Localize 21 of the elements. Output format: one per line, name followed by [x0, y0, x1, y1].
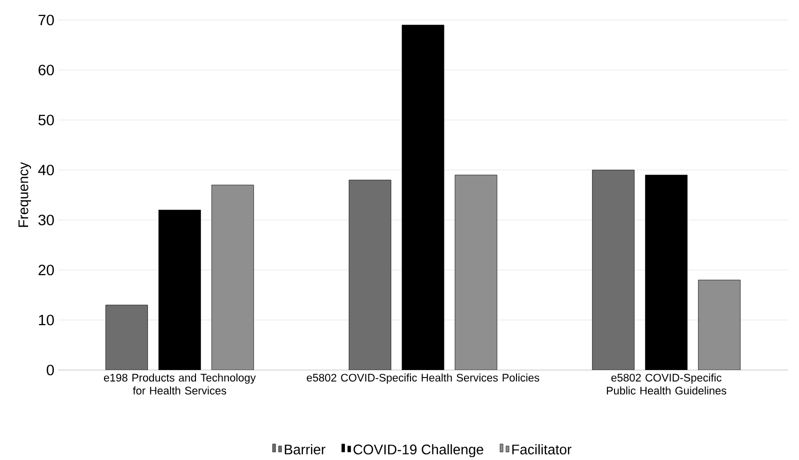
legend-label: COVID-19 Challenge: [354, 444, 484, 458]
legend-label: Barrier: [284, 444, 326, 455]
y-tick-label: 10: [39, 314, 54, 326]
bar: [592, 170, 635, 370]
legend-label: Facilitator: [512, 444, 572, 455]
x-tick-label: e5802 COVID-Specific Health Services Policies: [306, 374, 540, 384]
bar: [698, 280, 741, 370]
y-tick-label: 0: [46, 364, 54, 376]
x-tick-label: e5802 COVID-Specific Public Health Guidelines: [606, 374, 726, 395]
y-tick-label: 30: [38, 214, 54, 226]
bar: [211, 184, 254, 370]
bar: [454, 174, 498, 370]
bar: [348, 180, 392, 370]
y-tick-label: 50: [38, 114, 54, 126]
y-tick-label: 40: [38, 164, 54, 176]
y-axis-title: Frequency: [18, 162, 32, 227]
y-tick-label: 20: [38, 264, 54, 276]
y-tick-label: 70: [38, 14, 54, 26]
bar: [105, 304, 148, 370]
y-tick-label: 60: [38, 64, 54, 76]
x-tick-label: e198 Products and Technology for Health Services: [104, 374, 256, 395]
